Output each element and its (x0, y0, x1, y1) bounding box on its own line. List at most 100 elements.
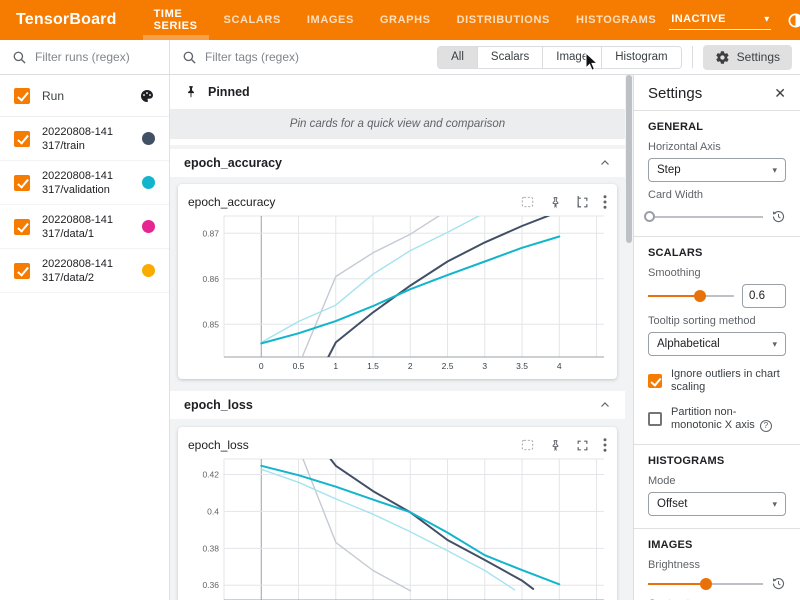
section-header-epoch-loss[interactable]: epoch_loss (170, 391, 625, 419)
svg-text:3: 3 (482, 361, 487, 371)
search-icon (183, 51, 196, 64)
run-row-validation[interactable]: 20220808-141317/validation (0, 161, 169, 205)
tab-images[interactable]: IMAGES (306, 14, 354, 26)
tags-filter-input[interactable] (205, 50, 405, 64)
tags-toolbar: All Scalars Image Histogram Settings (170, 40, 800, 75)
run-row-data-2[interactable]: 20220808-141317/data/2 (0, 249, 169, 293)
tag-type-filter-group: All Scalars Image Histogram (437, 45, 682, 69)
toolbar-divider (691, 46, 693, 68)
chevron-up-icon[interactable] (599, 157, 611, 169)
kebab-menu-icon[interactable] (603, 195, 607, 209)
settings-panel: Settings ✕ GENERAL Horizontal Axis Step … (633, 75, 800, 600)
filter-histogram-button[interactable]: Histogram (601, 46, 681, 68)
svg-text:0.38: 0.38 (202, 543, 219, 553)
reload-status-dropdown[interactable]: INACTIVE ▾ (669, 10, 772, 30)
run-checkbox[interactable] (14, 218, 30, 235)
brightness-slider[interactable] (648, 577, 763, 591)
svg-text:0: 0 (259, 361, 264, 371)
line-chart-epoch-loss[interactable]: 0.360.380.40.4200.511.522.533.54 (188, 456, 609, 600)
run-checkbox[interactable] (14, 262, 30, 279)
pinned-section: Pinned Pin cards for a quick view and co… (170, 75, 625, 145)
run-checkbox[interactable] (14, 130, 30, 147)
filter-all-button[interactable]: All (438, 46, 477, 68)
svg-text:0.5: 0.5 (293, 361, 305, 371)
tab-histograms[interactable]: HISTOGRAMS (575, 14, 657, 26)
run-color-dot (142, 220, 155, 233)
svg-text:1: 1 (333, 361, 338, 371)
svg-text:2: 2 (408, 361, 413, 371)
runs-filter-row (0, 40, 169, 75)
chevron-up-icon[interactable] (599, 399, 611, 411)
card-width-slider[interactable] (644, 210, 763, 224)
status-badge: INACTIVE (671, 13, 726, 25)
section-header-epoch-accuracy[interactable]: epoch_accuracy (170, 149, 625, 177)
chevron-down-icon: ▾ (772, 164, 777, 175)
search-icon (13, 51, 26, 64)
tab-graphs[interactable]: GRAPHS (379, 14, 431, 26)
scrollbar-thumb[interactable] (626, 75, 632, 243)
help-icon[interactable]: ? (759, 419, 772, 432)
tags-filter-row (182, 50, 437, 65)
select-all-runs-checkbox[interactable] (14, 87, 30, 104)
pin-outline-icon[interactable] (549, 196, 562, 209)
reset-icon[interactable] (771, 576, 786, 591)
settings-group-histograms: HISTOGRAMS Mode Offset ▾ (634, 445, 800, 529)
run-color-dot (142, 176, 155, 189)
pinned-hint: Pin cards for a quick view and compariso… (170, 109, 625, 139)
partition-x-axis-checkbox[interactable] (648, 412, 662, 426)
horizontal-axis-dropdown[interactable]: Step ▾ (648, 158, 786, 182)
scalar-card-epoch-loss: epoch_loss 0.360.380.40.4200.511.522.533… (178, 427, 617, 600)
ignore-outliers-checkbox[interactable] (648, 374, 662, 388)
tab-time-series[interactable]: TIME SERIES (141, 0, 211, 40)
main-scrollbar[interactable] (625, 75, 633, 600)
svg-text:4: 4 (557, 361, 562, 371)
line-chart-epoch-accuracy[interactable]: 0.85 0.86 0.87 0 0.5 1 1.5 2 2.5 3 3.5 4 (188, 213, 609, 373)
run-row-data-1[interactable]: 20220808-141317/data/1 (0, 205, 169, 249)
filter-image-button[interactable]: Image (542, 46, 602, 68)
pin-icon (188, 86, 194, 98)
reset-icon[interactable] (771, 209, 786, 224)
runs-sidebar: Run 20220808-141317/train 20220808-14131… (0, 40, 170, 600)
run-color-dot (142, 264, 155, 277)
tab-scalars[interactable]: SCALARS (223, 14, 281, 26)
run-color-dot (142, 132, 155, 145)
tooltip-sorting-dropdown[interactable]: Alphabetical ▾ (648, 332, 786, 356)
gear-icon (715, 50, 729, 64)
chevron-down-icon: ▾ (772, 498, 777, 509)
filter-scalars-button[interactable]: Scalars (476, 46, 543, 68)
svg-text:0.36: 0.36 (202, 580, 219, 590)
header-controls: INACTIVE ▾ ? (669, 0, 800, 40)
smoothing-value-input[interactable] (742, 284, 786, 308)
histogram-mode-dropdown[interactable]: Offset ▾ (648, 492, 786, 516)
svg-text:3.5: 3.5 (516, 361, 528, 371)
fit-domain-icon[interactable] (520, 195, 535, 209)
fullscreen-icon[interactable] (576, 439, 589, 452)
app-logo: TensorBoard (16, 11, 117, 28)
settings-group-images: IMAGES Brightness Contrast (634, 529, 800, 600)
svg-text:0.87: 0.87 (202, 228, 219, 238)
cards-area: Pinned Pin cards for a quick view and co… (170, 75, 625, 600)
svg-text:0.85: 0.85 (202, 319, 219, 329)
fit-domain-icon[interactable] (520, 438, 535, 452)
tab-distributions[interactable]: DISTRIBUTIONS (456, 14, 550, 26)
palette-icon[interactable] (139, 88, 155, 104)
run-row-train[interactable]: 20220808-141317/train (0, 117, 169, 161)
svg-text:0.42: 0.42 (202, 470, 219, 480)
close-icon[interactable]: ✕ (774, 85, 786, 101)
dark-mode-toggle-icon[interactable] (785, 10, 800, 30)
runs-filter-input[interactable] (35, 50, 155, 64)
settings-panel-title: Settings (648, 85, 703, 102)
kebab-menu-icon[interactable] (603, 438, 607, 452)
pin-outline-icon[interactable] (549, 439, 562, 452)
chevron-down-icon: ▾ (764, 13, 770, 25)
svg-text:0.4: 0.4 (207, 506, 219, 516)
chevron-down-icon: ▾ (772, 338, 777, 349)
fullscreen-icon[interactable] (576, 195, 589, 209)
settings-button[interactable]: Settings (702, 44, 792, 70)
smoothing-slider[interactable] (648, 289, 734, 303)
svg-text:0.86: 0.86 (202, 274, 219, 284)
run-checkbox[interactable] (14, 174, 30, 191)
app-header: TensorBoard TIME SERIES SCALARS IMAGES G… (0, 0, 800, 40)
svg-text:1.5: 1.5 (367, 361, 379, 371)
